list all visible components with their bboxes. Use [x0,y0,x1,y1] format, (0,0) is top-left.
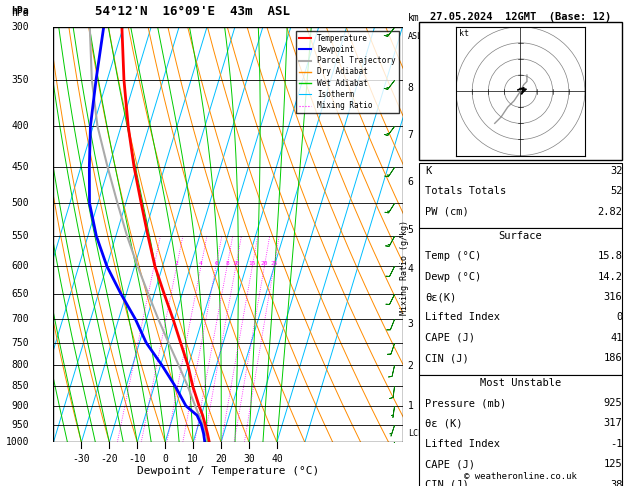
Text: PW (cm): PW (cm) [425,207,469,217]
Text: 40: 40 [271,454,283,465]
Text: -20: -20 [101,454,118,465]
Text: 6: 6 [408,177,414,187]
Text: θε(K): θε(K) [425,292,456,302]
Legend: Temperature, Dewpoint, Parcel Trajectory, Dry Adiabat, Wet Adiabat, Isotherm, Mi: Temperature, Dewpoint, Parcel Trajectory… [296,31,399,113]
Text: 3: 3 [408,319,414,329]
Text: 8: 8 [225,261,229,266]
Text: 125: 125 [604,459,623,469]
Text: 186: 186 [604,353,623,364]
Text: LCL: LCL [408,429,423,438]
Text: 10: 10 [232,261,240,266]
Text: 0: 0 [162,454,168,465]
Text: Lifted Index: Lifted Index [425,312,500,323]
Text: 600: 600 [11,261,29,271]
Text: 14.2: 14.2 [598,272,623,282]
Text: 2: 2 [175,261,179,266]
Text: 20: 20 [260,261,268,266]
Text: 400: 400 [11,121,29,131]
Text: 450: 450 [11,162,29,172]
Text: 500: 500 [11,198,29,208]
Text: 316: 316 [604,292,623,302]
Text: ASL: ASL [408,32,423,41]
Text: Totals Totals: Totals Totals [425,186,506,196]
Text: 317: 317 [604,418,623,429]
Text: 15.8: 15.8 [598,251,623,261]
Text: θε (K): θε (K) [425,418,462,429]
Text: 30: 30 [243,454,255,465]
Text: 10: 10 [187,454,199,465]
Text: 2.82: 2.82 [598,207,623,217]
Text: Temp (°C): Temp (°C) [425,251,481,261]
Text: -30: -30 [72,454,90,465]
Text: 800: 800 [11,360,29,370]
Text: Dewpoint / Temperature (°C): Dewpoint / Temperature (°C) [137,466,319,476]
Text: 900: 900 [11,401,29,411]
Bar [418,163,623,228]
Text: CAPE (J): CAPE (J) [425,333,475,343]
Text: Surface: Surface [499,231,542,241]
Text: 8: 8 [408,83,414,93]
Text: 1000: 1000 [6,437,29,447]
Text: CAPE (J): CAPE (J) [425,459,475,469]
Text: 650: 650 [11,289,29,298]
Text: -1: -1 [610,439,623,449]
Bar [418,228,623,375]
Text: 6: 6 [214,261,218,266]
Text: 2: 2 [408,361,414,371]
Text: 5: 5 [408,225,414,235]
Text: 1: 1 [152,261,156,266]
Text: 20: 20 [215,454,227,465]
Text: 350: 350 [11,75,29,85]
Text: 41: 41 [610,333,623,343]
Text: 38: 38 [610,480,623,486]
Text: 27.05.2024  12GMT  (Base: 12): 27.05.2024 12GMT (Base: 12) [430,12,611,22]
Bar [418,375,623,486]
Text: hPa: hPa [11,8,29,18]
Text: © weatheronline.co.uk: © weatheronline.co.uk [464,472,577,481]
Text: 4: 4 [199,261,203,266]
Text: Most Unstable: Most Unstable [480,378,561,388]
Text: 0: 0 [616,312,623,323]
Text: CIN (J): CIN (J) [425,353,469,364]
Text: 550: 550 [11,231,29,241]
Text: 32: 32 [610,166,623,176]
Bar [418,22,623,160]
Text: 54°12'N  16°09'E  43m  ASL: 54°12'N 16°09'E 43m ASL [96,5,291,18]
Text: 15: 15 [248,261,256,266]
Text: 52: 52 [610,186,623,196]
Text: Pressure (mb): Pressure (mb) [425,398,506,408]
Text: km: km [408,13,420,22]
Text: 925: 925 [604,398,623,408]
Text: 25: 25 [270,261,278,266]
Text: Mixing Ratio (g/kg): Mixing Ratio (g/kg) [400,220,409,315]
Text: Lifted Index: Lifted Index [425,439,500,449]
Text: 300: 300 [11,22,29,32]
Text: 4: 4 [408,264,414,274]
Text: 850: 850 [11,381,29,391]
Text: 950: 950 [11,419,29,430]
Text: CIN (J): CIN (J) [425,480,469,486]
Text: Dewp (°C): Dewp (°C) [425,272,481,282]
Text: hPa: hPa [11,6,29,17]
Text: K: K [425,166,431,176]
Text: 7: 7 [408,130,414,140]
Text: 700: 700 [11,314,29,324]
Text: -10: -10 [128,454,146,465]
Text: 750: 750 [11,338,29,348]
Text: 1: 1 [408,401,414,411]
